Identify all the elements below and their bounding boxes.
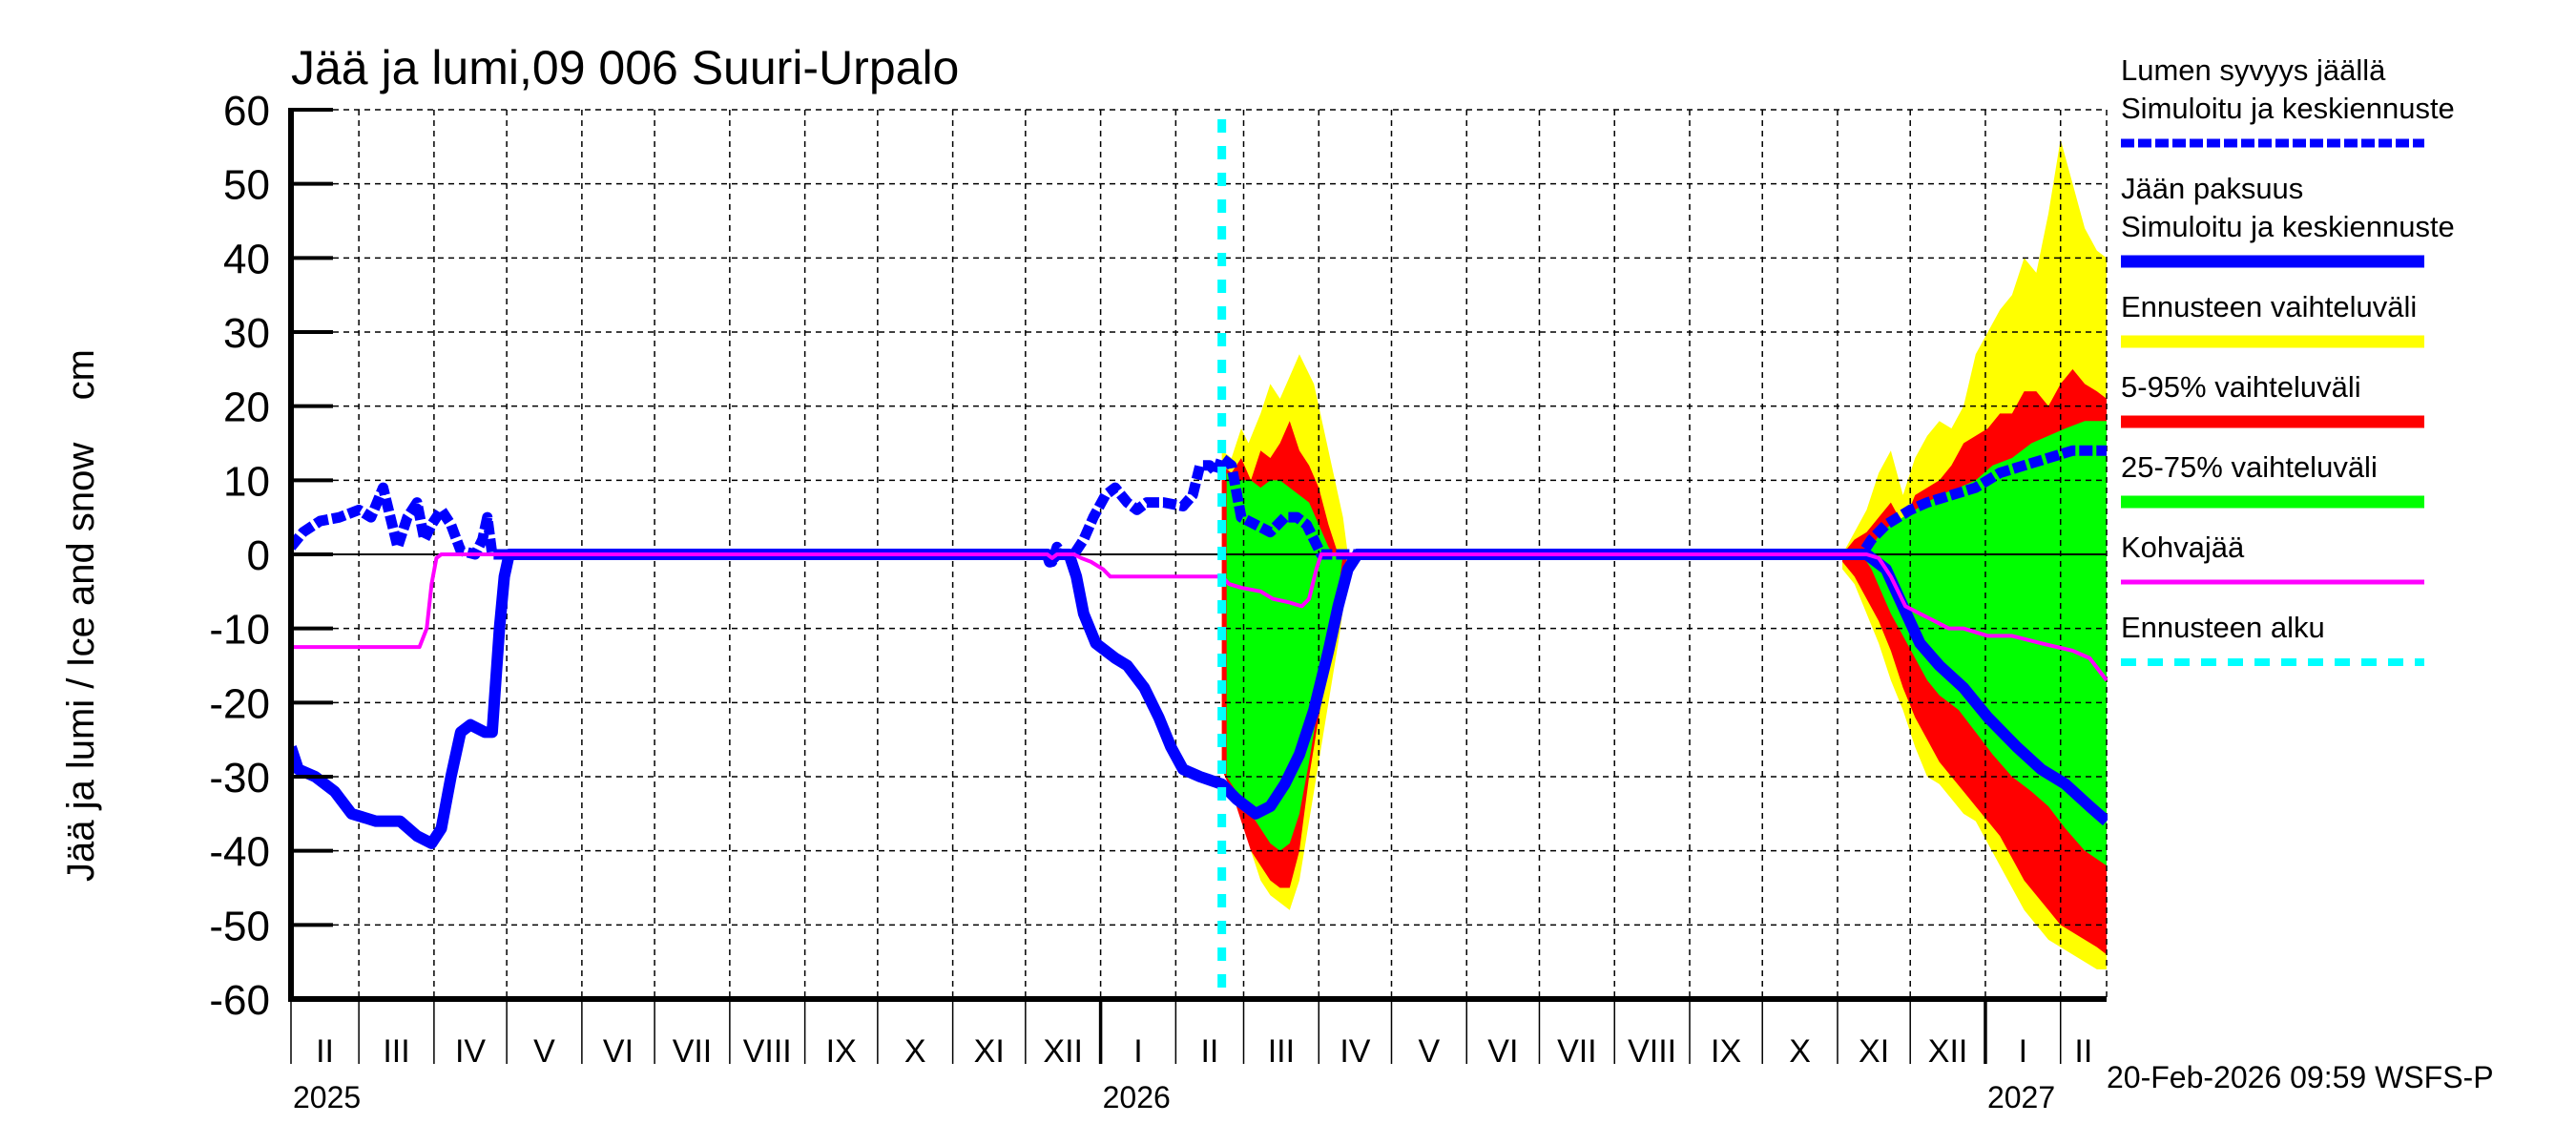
legend-label: 25-75% vaihteluväli <box>2121 450 2378 484</box>
month-label: V <box>533 1033 555 1070</box>
month-label: I <box>2019 1033 2027 1070</box>
y-tick-labels: 60 50 40 30 20 10 0 -10 -20 -30 -40 -50 -60 <box>209 88 270 1024</box>
axes <box>288 108 2107 1064</box>
series-line <box>291 549 2108 849</box>
y-tick-label: 40 <box>223 236 270 282</box>
y-tick-label: 50 <box>223 162 270 209</box>
month-label: V <box>1419 1033 1441 1070</box>
month-label: X <box>904 1033 926 1070</box>
y-tick-label: 60 <box>223 88 270 135</box>
series-line <box>291 552 2108 682</box>
y-tick-label: 10 <box>223 458 270 505</box>
month-label: I <box>1133 1033 1142 1070</box>
y-tick-label: -10 <box>209 607 270 654</box>
month-label: XI <box>974 1033 1005 1070</box>
month-label: VII <box>1557 1033 1597 1070</box>
legend: Lumen syvyys jäällä Simuloitu ja keskienn… <box>2121 53 2455 666</box>
month-label: XI <box>1859 1033 1889 1070</box>
month-label: IV <box>455 1033 486 1070</box>
year-label: 2027 <box>1987 1080 2055 1114</box>
legend-label: Kohvajää <box>2121 531 2245 564</box>
year-label: 2025 <box>293 1080 361 1114</box>
month-label: X <box>1789 1033 1811 1070</box>
y-tick-label: 30 <box>223 310 270 357</box>
legend-label: Lumen syvyys jäällä <box>2121 53 2386 87</box>
month-label: IV <box>1340 1033 1370 1070</box>
legend-label: Simuloitu ja keskiennuste <box>2121 92 2455 125</box>
legend-label: 5-95% vaihteluväli <box>2121 370 2361 404</box>
y-tick-label: -30 <box>209 755 270 802</box>
legend-label: Jään paksuus <box>2121 172 2303 205</box>
month-label: IX <box>1711 1033 1741 1070</box>
footer-timestamp: 20-Feb-2026 09:59 WSFS-P <box>2107 1060 2494 1094</box>
legend-label: Simuloitu ja keskiennuste <box>2121 210 2455 243</box>
chart-title: Jää ja lumi,09 006 Suuri-Urpalo <box>291 41 959 94</box>
month-label: II <box>2074 1033 2092 1070</box>
data-series <box>291 445 2108 849</box>
band-25-75-vaihteluv-li <box>1226 472 1343 851</box>
y-tick-label: 0 <box>247 532 270 579</box>
month-label: IX <box>826 1033 857 1070</box>
month-label: III <box>383 1033 409 1070</box>
y-tick-label: 20 <box>223 385 270 431</box>
legend-label: Ennusteen alku <box>2121 611 2325 644</box>
month-label: II <box>316 1033 334 1070</box>
y-tick-label: -20 <box>209 680 270 727</box>
month-label: III <box>1268 1033 1295 1070</box>
month-label: XII <box>1928 1033 1968 1070</box>
y-tick-label: -50 <box>209 903 270 949</box>
year-label: 2026 <box>1103 1080 1171 1114</box>
y-tick-label: -40 <box>209 829 270 876</box>
month-label: VIII <box>1628 1033 1676 1070</box>
month-label: XII <box>1043 1033 1083 1070</box>
band-25-75-vaihteluv-li <box>1861 421 2107 866</box>
month-label: VI <box>1487 1033 1518 1070</box>
month-label: VIII <box>743 1033 792 1070</box>
legend-label: Ennusteen vaihteluväli <box>2121 290 2417 323</box>
x-tick-labels: II III IV V VI VII VIII IX X XI XII I II III IV V VI VII V… <box>293 1033 2092 1114</box>
month-label: VII <box>673 1033 713 1070</box>
y-axis-label: Jää ja lumi / Ice and snow cm <box>60 349 102 882</box>
y-tick-label: -60 <box>209 977 270 1024</box>
series-line <box>291 445 2107 568</box>
month-label: VI <box>603 1033 634 1070</box>
month-label: II <box>1200 1033 1218 1070</box>
